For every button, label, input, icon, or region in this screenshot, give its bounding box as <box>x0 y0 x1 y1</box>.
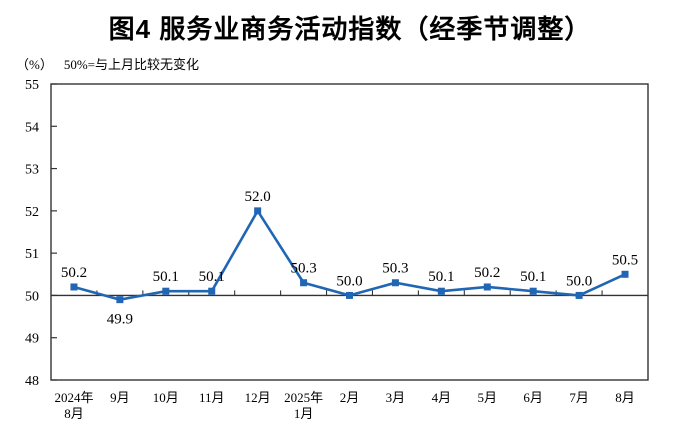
plot-border <box>50 83 649 381</box>
data-point-marker <box>70 283 78 291</box>
x-axis-label: 9月 <box>110 390 130 405</box>
y-axis-label: 50 <box>25 289 39 304</box>
data-point-marker <box>208 287 216 295</box>
x-axis-label: 6月 <box>523 390 543 405</box>
data-label: 50.1 <box>199 269 225 285</box>
data-label: 50.1 <box>153 269 179 285</box>
x-axis-label: 2月 <box>340 390 360 405</box>
data-label: 49.9 <box>107 312 133 328</box>
y-axis-unit-label: （%） <box>16 57 53 72</box>
x-axis-label: 5月 <box>478 390 498 405</box>
chart-title: 图4 服务业商务活动指数（经季节调整） <box>108 14 592 44</box>
data-point-marker <box>575 291 583 299</box>
data-point-marker <box>300 279 308 287</box>
data-label: 50.2 <box>61 265 87 281</box>
data-label: 50.1 <box>520 269 546 285</box>
chart-subtitle: （%） 50%=与上月比较无变化 <box>16 54 199 73</box>
data-point-marker <box>116 296 124 304</box>
data-label: 50.2 <box>474 265 500 281</box>
data-label: 50.1 <box>428 269 454 285</box>
x-axis-label: 11月 <box>199 390 225 405</box>
y-axis-label: 49 <box>25 332 39 347</box>
x-axis-label: 7月 <box>569 390 589 405</box>
data-point-marker <box>391 279 399 287</box>
y-axis-label: 51 <box>25 247 39 262</box>
data-label: 50.0 <box>336 273 362 289</box>
chart-note: 50%=与上月比较无变化 <box>63 57 200 72</box>
x-axis-label: 8月 <box>615 390 635 405</box>
data-point-marker <box>483 283 491 291</box>
x-axis-label: 12月 <box>245 390 271 405</box>
y-axis-label: 53 <box>25 163 39 178</box>
x-axis-label: 4月 <box>432 390 452 405</box>
x-axis-label: 1月 <box>294 406 314 421</box>
x-axis-label: 10月 <box>153 390 179 405</box>
data-point-marker <box>254 207 262 215</box>
data-label: 50.5 <box>612 252 638 268</box>
data-point-marker <box>162 287 170 295</box>
y-axis-label: 52 <box>25 205 39 220</box>
data-point-marker <box>621 270 629 278</box>
data-point-marker <box>346 291 353 299</box>
x-axis-label: 3月 <box>386 390 406 405</box>
x-axis-label: 2024年 <box>54 390 93 405</box>
data-label: 50.3 <box>290 261 316 277</box>
data-point-marker <box>529 287 537 295</box>
data-label: 50.0 <box>566 273 592 289</box>
y-axis-label: 54 <box>25 120 39 135</box>
data-label: 50.3 <box>382 261 408 277</box>
x-axis-label: 8月 <box>64 406 84 421</box>
data-label: 52.0 <box>245 189 271 205</box>
x-axis-label: 2025年 <box>284 390 323 405</box>
y-axis-label: 55 <box>25 78 39 93</box>
y-axis-label: 48 <box>25 374 39 389</box>
data-point-marker <box>437 287 445 295</box>
